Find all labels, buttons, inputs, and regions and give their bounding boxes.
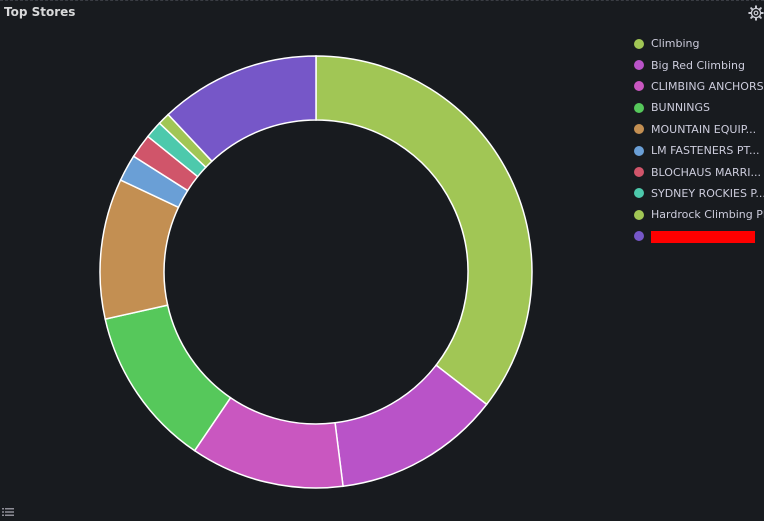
legend-swatch xyxy=(634,188,644,199)
legend-label: BLOCHAUS MARRI... xyxy=(651,165,761,179)
legend-label: BUNNINGS xyxy=(651,101,711,115)
legend-swatch xyxy=(634,60,644,71)
legend-label: Big Red Climbing xyxy=(651,58,745,72)
legend-swatch xyxy=(634,145,644,156)
legend-item[interactable]: MOUNTAIN EQUIP... xyxy=(634,119,764,140)
legend-swatch xyxy=(634,124,644,135)
donut-chart xyxy=(99,55,533,489)
legend-label: Climbing xyxy=(651,37,700,51)
legend-label: LM FASTENERS PT... xyxy=(651,144,760,158)
panel-title: Top Stores xyxy=(4,5,76,19)
legend-swatch xyxy=(634,102,644,113)
legend-swatch xyxy=(634,209,644,220)
legend-item[interactable]: LM FASTENERS PT... xyxy=(634,140,764,161)
redaction-mark xyxy=(651,230,755,243)
legend-swatch xyxy=(634,81,644,92)
legend-item[interactable]: BUNNINGS xyxy=(634,97,764,118)
legend-swatch xyxy=(634,167,644,178)
donut-slice-1[interactable] xyxy=(315,55,533,406)
legend-label: Hardrock Climbing Pl xyxy=(651,208,764,222)
legend-item[interactable]: SYDNEY ROCKIES P... xyxy=(634,183,764,204)
gear-icon[interactable] xyxy=(748,5,764,21)
legend-label: CLIMBING ANCHORS xyxy=(651,79,764,93)
legend-swatch xyxy=(634,231,644,242)
legend-label xyxy=(651,230,755,243)
legend-label: SYDNEY ROCKIES P... xyxy=(651,186,764,200)
legend-item[interactable]: BLOCHAUS MARRI... xyxy=(634,161,764,182)
legend-item[interactable]: Hardrock Climbing Pl xyxy=(634,204,764,225)
legend-label: MOUNTAIN EQUIP... xyxy=(651,122,757,136)
legend-item[interactable]: Climbing xyxy=(634,33,764,54)
legend-item[interactable]: Big Red Climbing xyxy=(634,54,764,75)
donut-slice-10[interactable] xyxy=(167,55,317,163)
legend-item[interactable]: CLIMBING ANCHORS xyxy=(634,76,764,97)
chart-legend: Climbing Big Red Climbing CLIMBING ANCHORS… xyxy=(634,33,764,247)
legend-item[interactable] xyxy=(634,226,764,247)
legend-swatch xyxy=(634,38,644,49)
